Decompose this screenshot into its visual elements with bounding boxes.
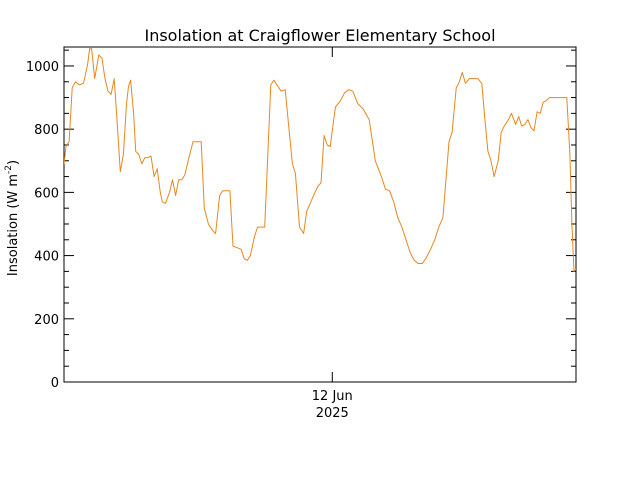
y-tick-label: 0 bbox=[51, 376, 59, 391]
y-axis-label-exponent: -2 bbox=[4, 165, 14, 174]
y-tick-label: 200 bbox=[34, 313, 59, 328]
y-axis-label-main: Insolation (W m bbox=[6, 174, 21, 276]
y-tick-label: 800 bbox=[34, 123, 59, 138]
y-axis: 0 200 400 600 800 1000 bbox=[26, 49, 576, 391]
y-tick-label: 400 bbox=[34, 250, 59, 265]
insolation-series-line bbox=[64, 48, 576, 272]
y-tick-label: 1000 bbox=[26, 60, 59, 75]
svg-text:Insolation (W m-2): Insolation (W m-2) bbox=[4, 160, 21, 276]
y-tick-label: 600 bbox=[34, 186, 59, 201]
x-tick-label-date: 12 Jun bbox=[312, 389, 353, 404]
y-axis-label: Insolation (W m-2) bbox=[4, 160, 21, 276]
chart-title: Insolation at Craigflower Elementary Sch… bbox=[144, 26, 495, 45]
x-tick-label-year: 2025 bbox=[316, 406, 349, 421]
plot-frame bbox=[63, 46, 577, 383]
y-axis-label-close: ) bbox=[6, 160, 21, 165]
